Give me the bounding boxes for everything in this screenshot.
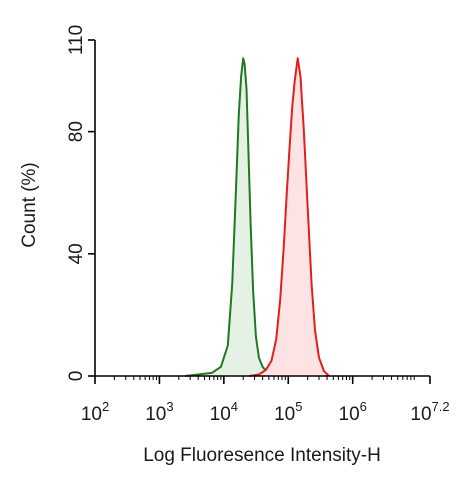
y-tick-label: 80	[66, 121, 87, 142]
x-tick-label: 104	[210, 399, 238, 425]
x-tick-label: 103	[145, 399, 173, 425]
y-tick-label: 40	[66, 243, 87, 264]
x-axis-ticks: 102 103 104 105 106 107.2	[81, 376, 450, 425]
x-tick-label: 105	[274, 399, 302, 425]
series-1-fill	[185, 58, 275, 377]
series-2-fill	[249, 58, 330, 377]
axes	[94, 40, 430, 377]
y-axis-ticks: 0 40 80 110	[66, 25, 95, 381]
plot-area	[184, 57, 330, 377]
x-tick-label: 107.2	[410, 399, 449, 425]
y-axis-label: Count (%)	[19, 162, 40, 248]
x-axis-label: Log Fluoresence Intensity-H	[143, 445, 381, 466]
x-tick-label: 102	[81, 399, 109, 425]
y-tick-label: 110	[66, 25, 87, 55]
y-tick-label: 0	[66, 371, 87, 382]
x-tick-label: 106	[339, 399, 367, 425]
series-2-line	[249, 57, 330, 377]
series-1-line	[184, 57, 276, 377]
